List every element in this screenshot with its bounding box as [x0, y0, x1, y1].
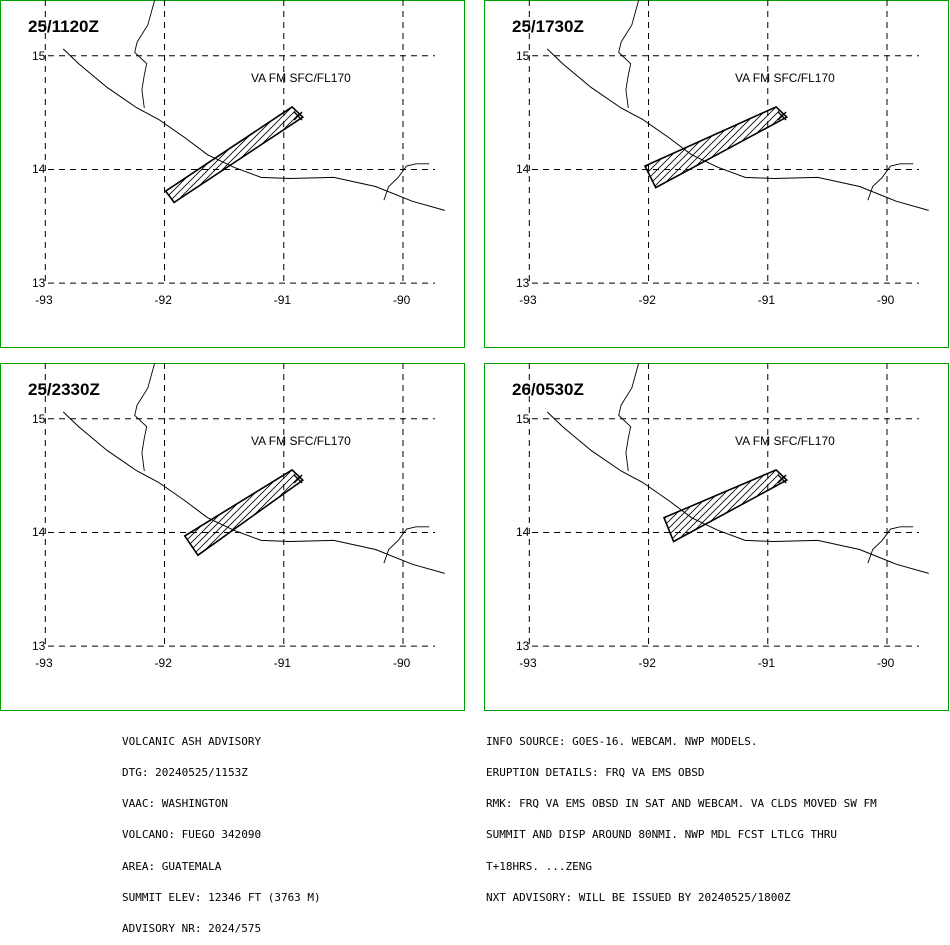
advisory-line: VOLCANO: FUEGO 342090 [122, 828, 262, 842]
panel-border [484, 0, 949, 348]
lat-tick-label: 15 [32, 48, 46, 63]
va-level-label: VA FM SFC/FL170 [251, 434, 351, 448]
advisory-line: RMK: FRQ VA EMS OBSD IN SAT AND WEBCAM. … [486, 797, 877, 811]
border-line [383, 163, 430, 201]
lat-tick-label: 13 [32, 639, 46, 654]
advisory-line: ADVISORY NR: 2024/575 [122, 922, 262, 936]
lon-tick-label: -91 [273, 293, 292, 308]
lon-tick-label: -91 [273, 656, 292, 671]
lon-tick-label: -90 [393, 656, 411, 671]
time-label: 25/1120Z [28, 17, 99, 36]
lat-tick-label: 15 [516, 411, 530, 426]
lon-tick-label: -92 [154, 656, 172, 671]
lon-tick-label: -91 [757, 656, 776, 671]
advisory-line: T+18HRS. ...ZENG [486, 859, 592, 873]
map-panel-4: 26/0530Z VA FM SFC/FL170 -93 -92 -91 -90 13 1… [484, 363, 949, 711]
ash-cloud-polygon [164, 105, 305, 204]
border-line [618, 363, 640, 472]
ash-cloud-polygon [643, 105, 789, 189]
map-svg [0, 363, 465, 711]
panel-border [0, 0, 465, 348]
lat-tick-label: 14 [516, 162, 530, 177]
lon-tick-label: -93 [519, 293, 537, 308]
panel-border [0, 363, 465, 711]
lon-tick-label: -90 [877, 656, 895, 671]
lon-tick-label: -90 [393, 293, 411, 308]
lat-tick-label: 14 [32, 162, 46, 177]
lat-tick-label: 14 [32, 525, 46, 540]
volcano-marker [777, 474, 787, 484]
map-panel-2: 25/1730Z VA FM SFC/FL170 -93 -92 -91 -90 13 1… [484, 0, 949, 348]
map-svg [484, 363, 949, 711]
border-line [618, 0, 640, 109]
advisory-line: AREA: GUATEMALA [122, 859, 222, 873]
map-panel-1: 25/1120Z VA FM SFC/FL170 -93 -92 -91 -90 13 1… [0, 0, 465, 348]
advisory-details-left: VOLCANIC ASH ADVISORY DTG: 20240525/1153… [122, 716, 321, 945]
time-label: 26/0530Z [512, 380, 584, 399]
advisory-line: SUMMIT ELEV: 12346 FT (3763 M) [122, 890, 321, 904]
border-line [383, 526, 430, 564]
border-line [867, 526, 914, 564]
time-label: 25/2330Z [28, 380, 100, 399]
lon-tick-label: -91 [757, 293, 776, 308]
panel-border [484, 363, 949, 711]
lon-tick-label: -93 [35, 656, 53, 671]
advisory-line: INFO SOURCE: GOES-16. WEBCAM. NWP MODELS… [486, 734, 758, 748]
lat-tick-label: 15 [32, 411, 46, 426]
volcano-marker [777, 111, 787, 121]
map-panel-3: 25/2330Z VA FM SFC/FL170 -93 -92 -91 -90 13 1… [0, 363, 465, 711]
map-svg [0, 0, 465, 348]
advisory-line: ERUPTION DETAILS: FRQ VA EMS OBSD [486, 766, 705, 780]
va-level-label: VA FM SFC/FL170 [251, 71, 351, 85]
ash-cloud-polygon [183, 468, 305, 557]
ash-cloud-polygon [662, 468, 789, 543]
border-line [867, 163, 914, 201]
border-line [134, 363, 156, 472]
map-svg [484, 0, 949, 348]
lon-tick-label: -92 [638, 656, 656, 671]
volcano-marker [293, 474, 303, 484]
lat-tick-label: 13 [516, 276, 530, 291]
advisory-line: NXT ADVISORY: WILL BE ISSUED BY 20240525… [486, 890, 791, 904]
advisory-details-right: INFO SOURCE: GOES-16. WEBCAM. NWP MODELS… [486, 716, 877, 914]
volcano-marker [293, 111, 303, 121]
lat-tick-label: 14 [516, 525, 530, 540]
border-line [134, 0, 156, 109]
advisory-line: VOLCANIC ASH ADVISORY [122, 734, 262, 748]
lon-tick-label: -92 [154, 293, 172, 308]
va-level-label: VA FM SFC/FL170 [735, 71, 835, 85]
lat-tick-label: 15 [516, 48, 530, 63]
time-label: 25/1730Z [512, 17, 584, 36]
lat-tick-label: 13 [32, 276, 46, 291]
advisory-line: DTG: 20240525/1153Z [122, 766, 248, 780]
lon-tick-label: -93 [35, 293, 53, 308]
lat-tick-label: 13 [516, 639, 530, 654]
lon-tick-label: -93 [519, 656, 537, 671]
va-level-label: VA FM SFC/FL170 [735, 434, 835, 448]
advisory-line: SUMMIT AND DISP AROUND 80NMI. NWP MDL FC… [486, 828, 837, 842]
lon-tick-label: -90 [877, 293, 895, 308]
advisory-line: VAAC: WASHINGTON [122, 797, 228, 811]
lon-tick-label: -92 [638, 293, 656, 308]
